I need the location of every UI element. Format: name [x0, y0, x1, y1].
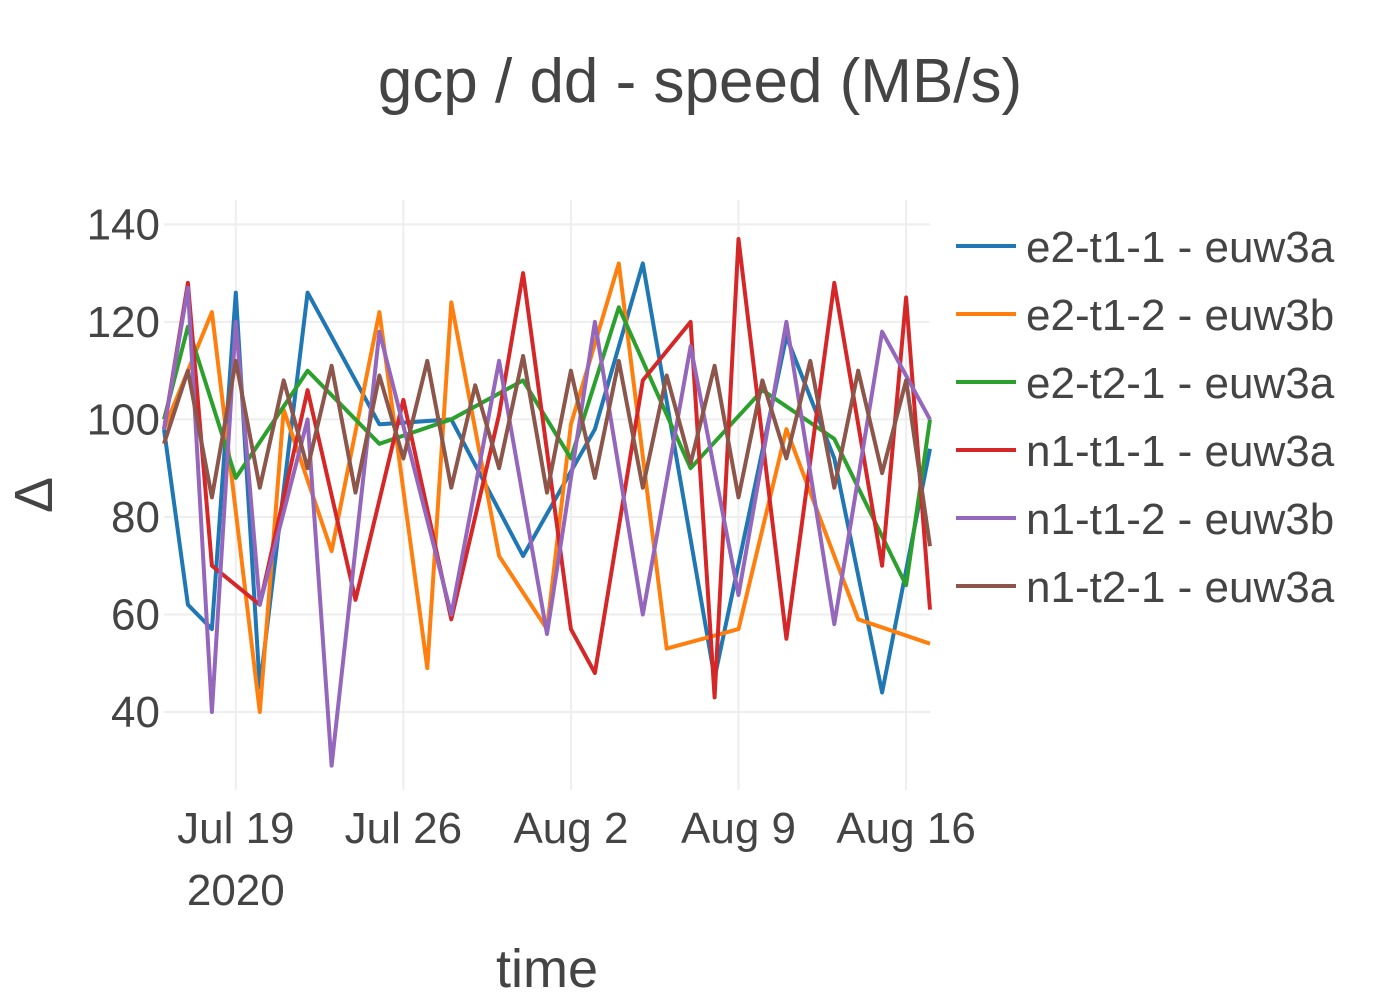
- x-tick-label: Aug 16: [836, 804, 975, 853]
- x-tick-label: Aug 2: [513, 804, 628, 853]
- legend-label: e2-t2-1 - euw3a: [1026, 359, 1335, 408]
- x-axis-title: time: [496, 939, 598, 999]
- legend-label: e2-t1-2 - euw3b: [1026, 291, 1334, 340]
- x-tick-sublabel: 2020: [187, 866, 285, 915]
- x-tick-label: Aug 9: [681, 804, 796, 853]
- legend-label: n1-t1-2 - euw3b: [1026, 495, 1334, 544]
- series-lines: [162, 237, 932, 768]
- series-line: [162, 354, 932, 547]
- y-tick-label: 100: [87, 395, 160, 444]
- series-line: [162, 285, 932, 768]
- y-tick-label: 60: [111, 590, 160, 639]
- y-tick-label: 120: [87, 298, 160, 347]
- legend-label: n1-t1-1 - euw3a: [1026, 427, 1335, 476]
- legend-label: e2-t1-1 - euw3a: [1026, 223, 1335, 272]
- legend-label: n1-t2-1 - euw3a: [1026, 563, 1335, 612]
- x-tick-label: Jul 19: [177, 804, 294, 853]
- series-line: [162, 261, 931, 714]
- y-axis-title: Δ: [4, 477, 64, 513]
- chart-title: gcp / dd - speed (MB/s): [378, 47, 1022, 116]
- x-axis-ticks: Jul 19 2020 Jul 26 Aug 2 Aug 9 Aug 16: [177, 804, 976, 915]
- y-tick-label: 80: [111, 493, 160, 542]
- y-axis-ticks: 40 60 80 100 120 140: [87, 200, 160, 737]
- legend: e2-t1-1 - euw3a e2-t1-2 - euw3b e2-t2-1 - …: [956, 223, 1335, 612]
- x-tick-label: Jul 26: [345, 804, 462, 853]
- y-tick-label: 140: [87, 200, 160, 249]
- y-tick-label: 40: [111, 688, 160, 737]
